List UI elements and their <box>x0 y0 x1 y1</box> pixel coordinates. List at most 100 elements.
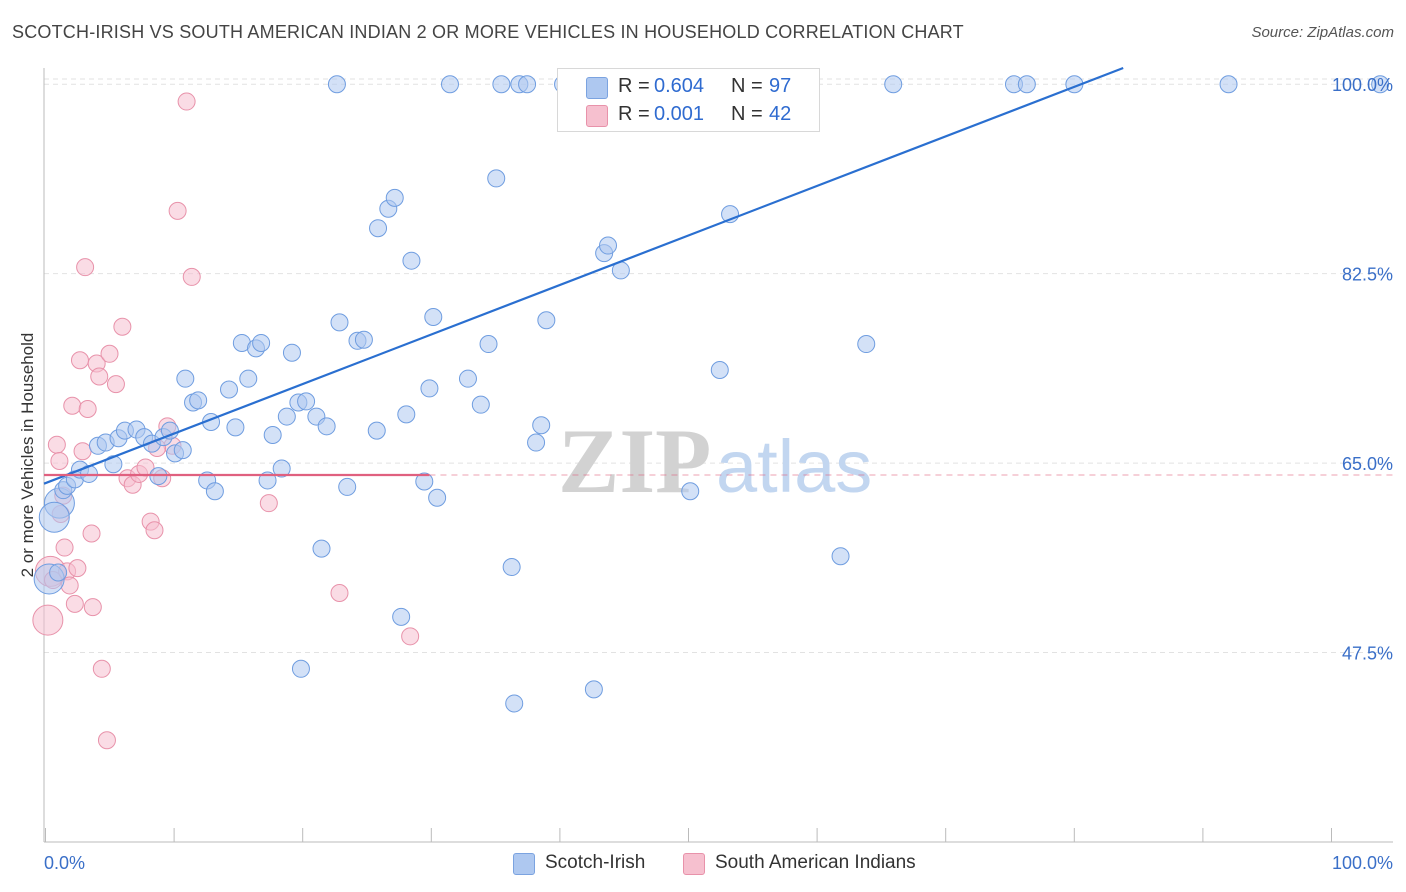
scotch-irish-point <box>291 659 310 678</box>
y-tick-label: 65.0% <box>1342 454 1393 474</box>
south-american-indian-point <box>63 396 82 415</box>
blue-legend-swatch-icon <box>513 853 535 875</box>
scotch-irish-point <box>584 680 603 699</box>
x-tick-label-right: 100.0% <box>1332 853 1393 873</box>
scotch-irish-point <box>402 251 421 270</box>
axis-labels: 100.0% 82.5% 65.0% 47.5% 0.0% 100.0% 2 or more… <box>18 75 1393 873</box>
scotch-irish-point <box>252 333 271 352</box>
scotch-irish-point <box>173 441 192 460</box>
scotch-irish-point <box>160 421 179 440</box>
pink-swatch-icon <box>586 105 608 127</box>
scotch-irish-point <box>220 380 239 399</box>
scotch-irish-point <box>258 471 277 490</box>
south-american-indian-point <box>78 399 97 418</box>
scotch-irish-point <box>502 558 521 577</box>
scotch-irish-point <box>440 75 459 94</box>
scotch-irish-point <box>397 405 416 424</box>
scotch-irish-point <box>1017 75 1036 94</box>
south-american-indian-point <box>113 317 132 336</box>
scotch-irish-point <box>330 313 349 332</box>
scotch-irish-point <box>385 188 404 207</box>
scotch-irish-point <box>487 169 506 188</box>
n-value: 97 <box>769 75 792 97</box>
south-american-indian-point <box>168 201 187 220</box>
south-american-indian-point <box>73 442 92 461</box>
r-label: R = <box>618 103 650 125</box>
scotch-irish-point <box>458 369 477 388</box>
y-axis-title: 2 or more Vehicles in Household <box>18 333 37 578</box>
south-american-indian-point <box>76 258 95 277</box>
trend-lines <box>43 66 1393 485</box>
scotch-irish-point <box>272 459 291 478</box>
south-american-indian-point <box>47 435 66 454</box>
south-american-indian-point <box>106 375 125 394</box>
scotch-irish-point <box>1219 75 1238 94</box>
scotch-irish-point <box>505 694 524 713</box>
y-tick-label: 100.0% <box>1332 75 1393 95</box>
scotch-irish-point <box>710 361 729 380</box>
scotch-irish-point <box>518 75 537 94</box>
scotch-irish-point <box>338 477 357 496</box>
source-credit: Source: ZipAtlas.com <box>1251 24 1394 41</box>
stats-legend: R = 0.604 N = 97 R = 0.001 N = 42 <box>557 68 820 132</box>
scotch-irish-point <box>857 335 876 354</box>
south-american-indian-point <box>401 627 420 646</box>
scotch-irish-point <box>38 501 70 533</box>
r-label: R = <box>618 75 650 97</box>
scotch-irish-point <box>424 307 443 326</box>
scotch-irish-point <box>527 433 546 452</box>
scotch-irish-point <box>428 488 447 507</box>
south-american-indian-point <box>70 351 89 370</box>
south-american-indian-point <box>97 731 116 750</box>
legend-label-scotch-irish: Scotch-Irish <box>545 852 646 873</box>
scotch-irish-trend-line <box>43 66 1124 485</box>
scotch-irish-point <box>189 391 208 410</box>
south-american-indian-point <box>182 267 201 286</box>
pink-series-points <box>32 92 420 750</box>
south-american-indian-point <box>83 598 102 617</box>
south-american-indian-point <box>330 584 349 603</box>
scotch-irish-point <box>176 369 195 388</box>
x-tick-label-left: 0.0% <box>44 853 85 873</box>
scotch-irish-point <box>884 75 903 94</box>
scotch-irish-point <box>392 607 411 626</box>
scotch-irish-point <box>277 407 296 426</box>
r-value: 0.001 <box>654 103 705 125</box>
south-american-indian-point <box>259 494 278 513</box>
legend-row-south-american-indians: R = 0.001 N = 42 <box>558 101 819 129</box>
scotch-irish-point <box>239 369 258 388</box>
scotch-irish-point <box>104 455 123 474</box>
watermark: ZIP atlas <box>558 410 872 512</box>
n-label: N = <box>731 75 763 97</box>
south-american-indian-point <box>92 659 111 678</box>
legend-row-scotch-irish: R = 0.604 N = 97 <box>558 73 819 101</box>
south-american-indian-point <box>68 559 87 578</box>
south-american-indian-point <box>65 594 84 613</box>
south-american-indian-point <box>90 367 109 386</box>
south-american-indian-point <box>50 451 69 470</box>
scotch-irish-point <box>263 425 282 444</box>
blue-swatch-icon <box>586 77 608 99</box>
y-tick-label: 82.5% <box>1342 265 1393 285</box>
scotch-irish-point <box>681 482 700 501</box>
r-value: 0.604 <box>654 75 705 97</box>
south-american-indian-point <box>55 538 74 557</box>
scotch-irish-point <box>312 539 331 558</box>
scotch-irish-point <box>831 547 850 566</box>
scotch-irish-point <box>205 482 224 501</box>
scotch-irish-point <box>599 236 618 255</box>
south-american-indian-point <box>145 521 164 540</box>
legend-label-south-american-indians: South American Indians <box>715 852 916 873</box>
chart-title: SCOTCH-IRISH VS SOUTH AMERICAN INDIAN 2 … <box>12 22 964 42</box>
scotch-irish-point <box>369 219 388 238</box>
scotch-irish-point <box>367 421 386 440</box>
scotch-irish-point <box>49 563 68 582</box>
scotch-irish-point <box>471 395 490 414</box>
scotch-irish-point <box>327 75 346 94</box>
scotch-irish-point <box>415 472 434 491</box>
scotch-irish-point <box>354 330 373 349</box>
scotch-irish-point <box>282 343 301 362</box>
n-label: N = <box>731 103 763 125</box>
south-american-indian-point <box>32 604 64 636</box>
